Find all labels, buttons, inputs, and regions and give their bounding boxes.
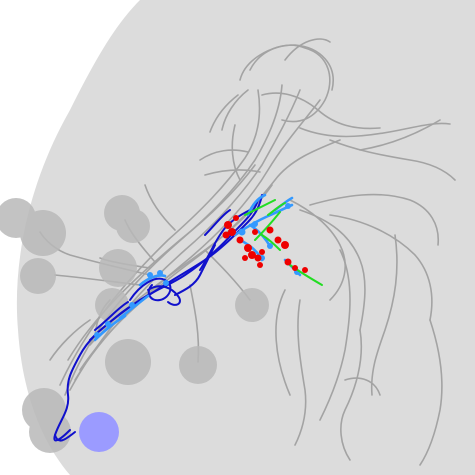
brain-volume-mesh bbox=[16, 0, 475, 475]
cell-bodies bbox=[0, 195, 269, 453]
dendrite-segments bbox=[94, 203, 300, 338]
background-neurites bbox=[39, 38, 456, 466]
highlighted-cell-body bbox=[79, 412, 119, 452]
presynaptic-sites bbox=[222, 215, 308, 273]
